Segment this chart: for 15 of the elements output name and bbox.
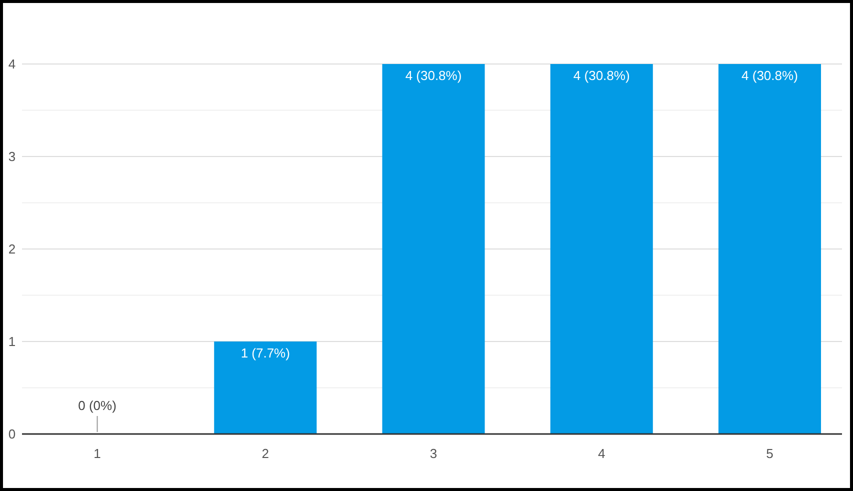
data-label: 4 (30.8%)	[405, 68, 462, 83]
data-label: 4 (30.8%)	[573, 68, 630, 83]
y-tick-label: 2	[8, 242, 16, 257]
data-label: 4 (30.8%)	[742, 68, 798, 83]
x-tick-label: 1	[94, 446, 101, 461]
y-tick-label: 3	[8, 149, 16, 164]
y-tick-label: 4	[8, 56, 16, 72]
data-label: 0 (0%)	[78, 398, 116, 413]
x-tick-label: 3	[430, 446, 438, 461]
y-tick-label: 1	[8, 334, 16, 350]
x-tick-label: 2	[262, 446, 270, 461]
y-tick-label: 0	[8, 426, 16, 442]
x-tick-label: 4	[598, 446, 606, 461]
x-tick-label: 5	[766, 446, 774, 461]
data-label: 1 (7.7%)	[240, 346, 290, 360]
